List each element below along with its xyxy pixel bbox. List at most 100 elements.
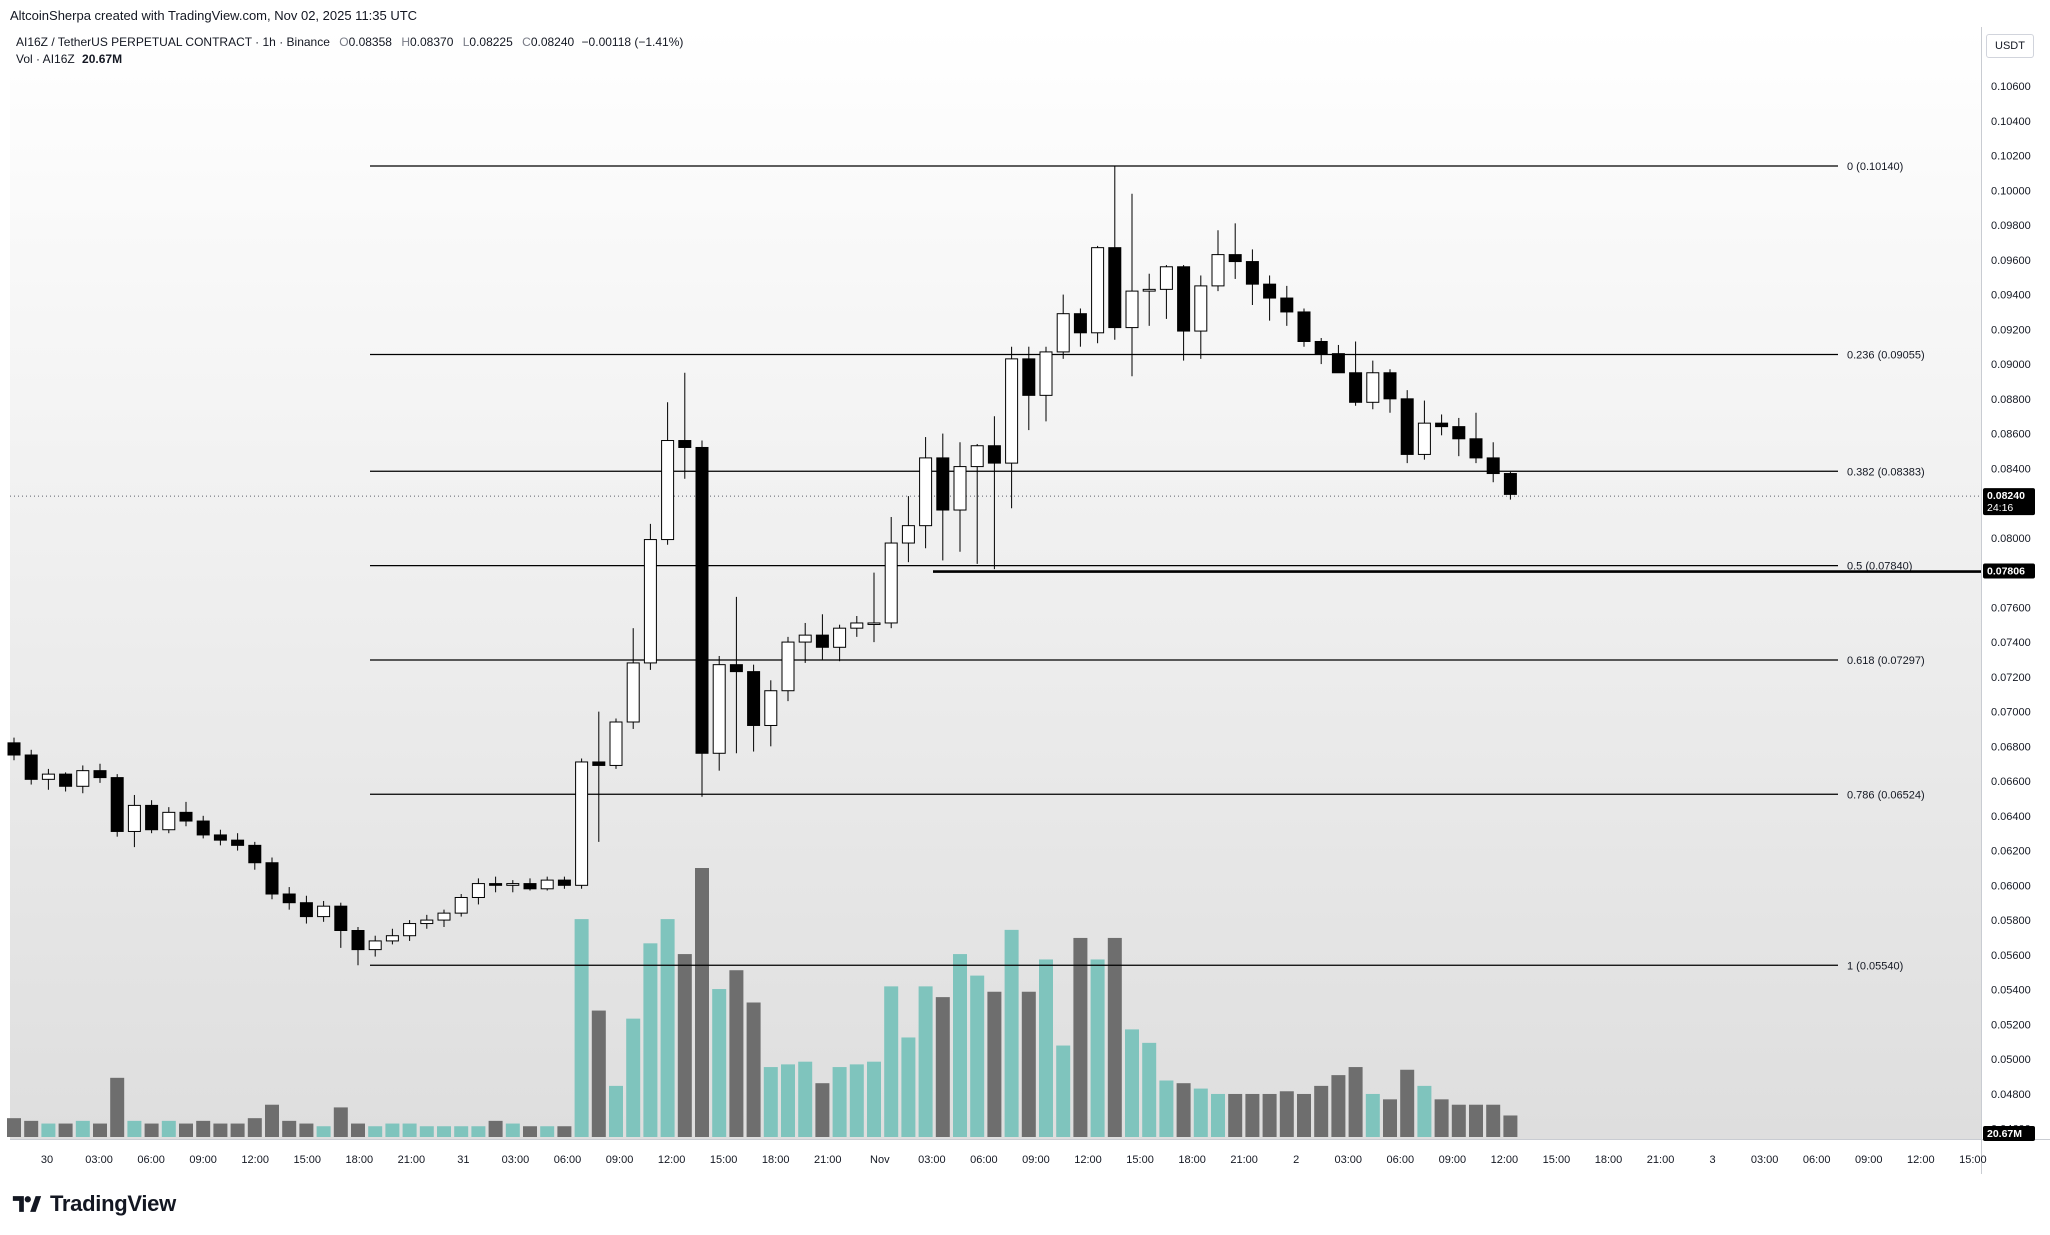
candle-body[interactable] — [798, 634, 812, 643]
candle-body[interactable] — [1177, 266, 1191, 332]
candle-body[interactable] — [833, 627, 847, 648]
candle-body[interactable] — [403, 923, 417, 937]
candle-body[interactable] — [884, 542, 898, 624]
legend-volume-label[interactable]: Vol · AI16Z — [16, 52, 75, 66]
candle-body[interactable] — [1452, 426, 1466, 440]
candle-body[interactable] — [729, 664, 743, 673]
candle-body[interactable] — [867, 622, 881, 625]
candle-body[interactable] — [334, 905, 348, 931]
candle-body[interactable] — [1400, 398, 1414, 455]
time-axis-tick-label: 18:00 — [762, 1154, 790, 1166]
candle-body[interactable] — [970, 445, 984, 468]
candle-body[interactable] — [282, 893, 296, 904]
candle-body[interactable] — [1469, 438, 1483, 459]
candle-body[interactable] — [575, 761, 589, 886]
candle-body[interactable] — [781, 641, 795, 692]
candle-body[interactable] — [1211, 254, 1225, 287]
candle-body[interactable] — [987, 445, 1001, 464]
candle-body[interactable] — [24, 754, 38, 780]
candle-body[interactable] — [41, 773, 55, 780]
candle-body[interactable] — [213, 834, 227, 841]
candle-body[interactable] — [523, 883, 537, 890]
candle-body[interactable] — [1039, 351, 1053, 396]
candle-body[interactable] — [1245, 261, 1259, 285]
candle-body[interactable] — [1142, 288, 1156, 292]
candle-body[interactable] — [1503, 473, 1517, 495]
candle-body[interactable] — [661, 440, 675, 541]
candle-body[interactable] — [712, 664, 726, 754]
candle-body[interactable] — [850, 622, 864, 629]
candle-body[interactable] — [764, 690, 778, 726]
candle-body[interactable] — [1073, 313, 1087, 334]
candle-body[interactable] — [231, 839, 245, 846]
candle-body[interactable] — [162, 811, 176, 831]
candle-body[interactable] — [1056, 313, 1070, 353]
candle-body[interactable] — [1486, 457, 1500, 475]
price-axis[interactable] — [1981, 27, 2050, 1139]
candle-body[interactable] — [953, 466, 967, 511]
candle-body[interactable] — [1125, 290, 1139, 329]
candle-body[interactable] — [7, 742, 21, 756]
candle-body[interactable] — [1022, 358, 1036, 396]
candle-body[interactable] — [747, 671, 761, 726]
candle-body[interactable] — [110, 777, 124, 832]
candle-body[interactable] — [351, 930, 365, 951]
candle-body[interactable] — [59, 773, 73, 787]
candle-body[interactable] — [1159, 266, 1173, 290]
candle-body[interactable] — [1383, 372, 1397, 400]
candle-body[interactable] — [454, 896, 468, 914]
legend-symbol[interactable]: AI16Z / TetherUS PERPETUAL CONTRACT · 1h… — [16, 35, 330, 49]
candle-body[interactable] — [1297, 311, 1311, 342]
time-axis[interactable] — [10, 1139, 1981, 1174]
candle-body[interactable] — [901, 525, 915, 544]
candle-body[interactable] — [506, 883, 520, 886]
candle-body[interactable] — [1005, 358, 1019, 464]
candle-body[interactable] — [643, 539, 657, 664]
candle-body[interactable] — [317, 905, 331, 918]
candle-body[interactable] — [1280, 297, 1294, 313]
candle-body[interactable] — [299, 902, 313, 918]
candle-body[interactable] — [368, 940, 382, 951]
candle-body[interactable] — [196, 820, 210, 836]
time-axis-tick-label: 21:00 — [1647, 1154, 1675, 1166]
candle-body[interactable] — [1091, 247, 1105, 334]
candle-body[interactable] — [592, 761, 606, 766]
volume-bar — [1417, 1085, 1432, 1137]
candle-body[interactable] — [626, 662, 640, 723]
currency-unit-button[interactable]: USDT — [1986, 34, 2034, 58]
candle-body[interactable] — [815, 634, 829, 648]
candle-body[interactable] — [127, 804, 141, 832]
candle-body[interactable] — [1435, 422, 1449, 428]
volume-bar — [110, 1077, 125, 1137]
chart-plot-area[interactable] — [10, 27, 1981, 1139]
candle-body[interactable] — [145, 804, 159, 831]
candle-body[interactable] — [678, 440, 692, 448]
candle-body[interactable] — [919, 457, 933, 527]
candle-body[interactable] — [471, 883, 485, 898]
candle-body[interactable] — [1331, 353, 1345, 374]
candle-body[interactable] — [1417, 422, 1431, 455]
candle-body[interactable] — [936, 457, 950, 511]
candle-body[interactable] — [1108, 247, 1122, 329]
candle-body[interactable] — [695, 446, 709, 754]
candle-body[interactable] — [1263, 283, 1277, 299]
candle-body[interactable] — [1366, 372, 1380, 403]
candle-body[interactable] — [93, 770, 107, 779]
tradingview-logo[interactable]: TradingView — [10, 1191, 176, 1217]
candle-body[interactable] — [420, 919, 434, 925]
candle-body[interactable] — [437, 912, 451, 921]
candle-body[interactable] — [557, 879, 571, 886]
candle-body[interactable] — [1194, 285, 1208, 332]
candle-body[interactable] — [1228, 254, 1242, 263]
candle-body[interactable] — [1349, 372, 1363, 403]
time-axis-tick-label: 18:00 — [346, 1154, 374, 1166]
candle-body[interactable] — [489, 883, 503, 886]
candle-body[interactable] — [1314, 340, 1328, 355]
candle-body[interactable] — [248, 844, 262, 864]
candle-body[interactable] — [385, 935, 399, 942]
candle-body[interactable] — [76, 770, 90, 787]
candle-body[interactable] — [609, 721, 623, 766]
candle-body[interactable] — [540, 879, 554, 890]
candle-body[interactable] — [179, 811, 193, 822]
candle-body[interactable] — [265, 862, 279, 895]
